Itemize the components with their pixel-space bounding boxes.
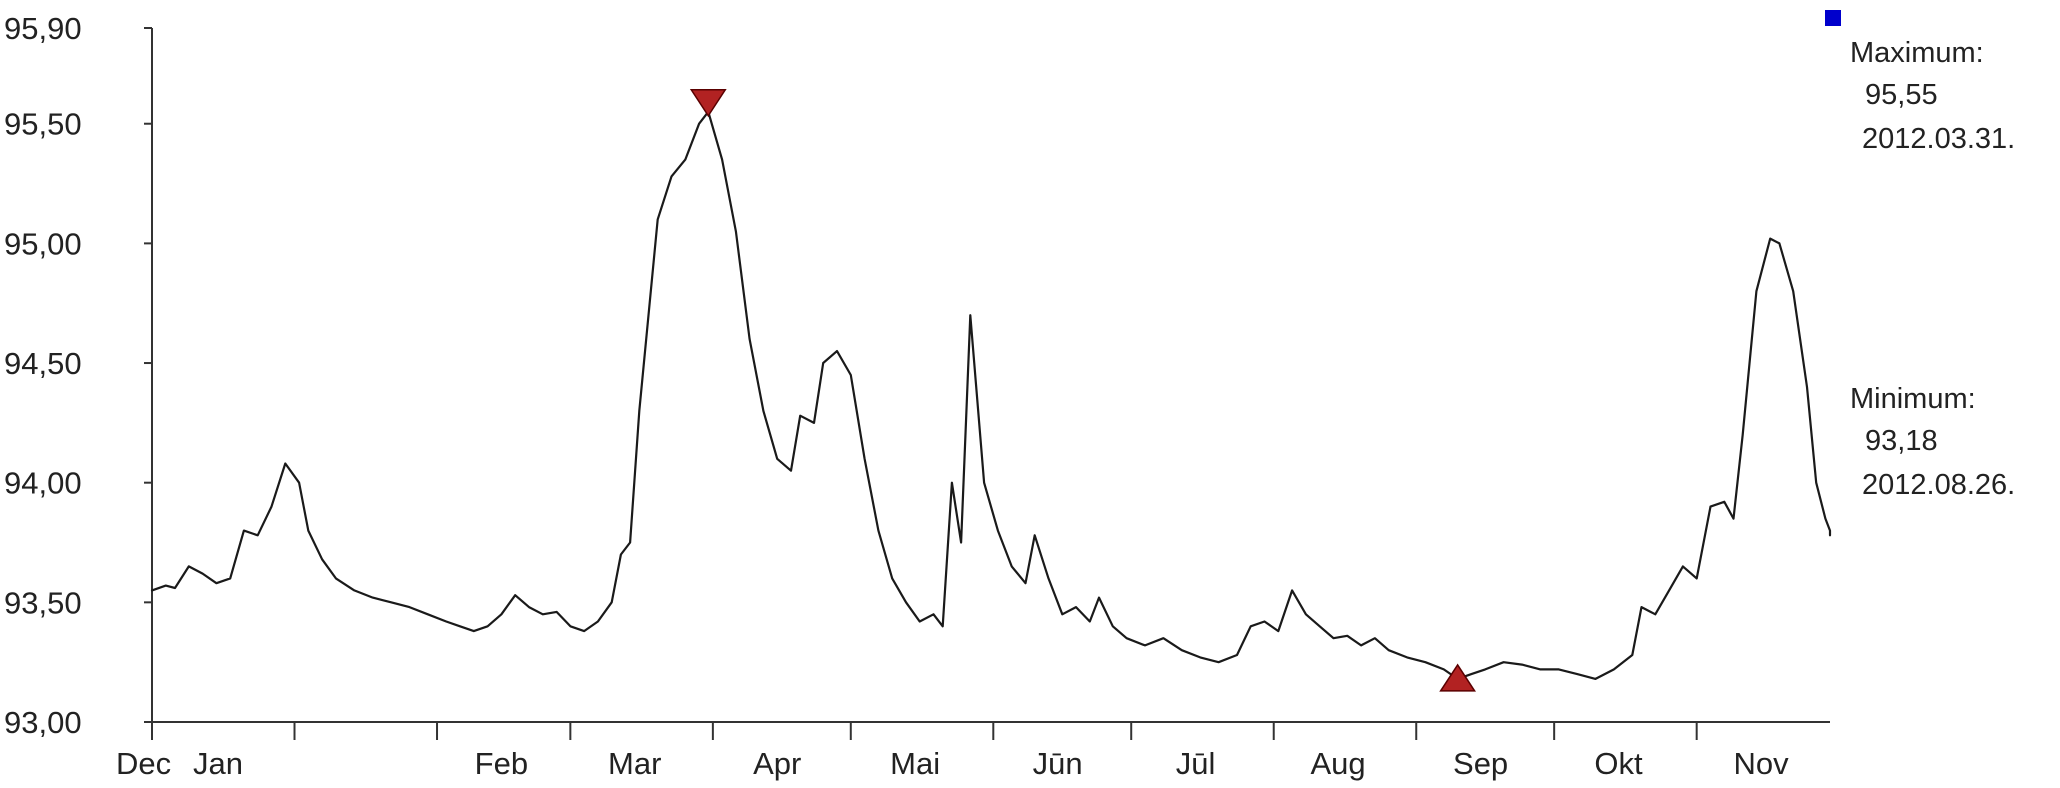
y-tick-label: 94,00 (4, 466, 82, 501)
x-tick-label: Jūn (1033, 746, 1083, 781)
y-tick-label: 95,50 (4, 107, 82, 142)
x-tick-label: Feb (475, 746, 528, 781)
legend-minimum-value: 93,18 (1865, 425, 1938, 457)
minimum-marker (1439, 663, 1477, 692)
legend-maximum-value: 95,55 (1865, 79, 1938, 111)
maximum-marker (689, 89, 727, 118)
legend: Maximum: 95,55 2012.03.31. Minimum: 93,1… (1825, 10, 2015, 501)
x-tick-label: Sep (1453, 746, 1508, 781)
x-axis: Dec Jan Feb Mar Apr Mai Jūn Jūl Aug Sep Okt Nov (116, 721, 1830, 781)
y-tick-label: 93,00 (4, 705, 82, 740)
x-tick-label: Jūl (1176, 746, 1216, 781)
marker-layer (689, 89, 1477, 692)
y-tick-label: 94,50 (4, 346, 82, 381)
y-tick-label: 95,00 (4, 226, 82, 261)
y-tick-label: 93,50 (4, 585, 82, 620)
legend-maximum-label: Maximum: (1850, 37, 1984, 69)
x-tick-label: Aug (1311, 746, 1366, 781)
x-tick-label: Mai (890, 746, 940, 781)
legend-maximum-date: 2012.03.31. (1862, 123, 2015, 155)
legend-minimum-label: Minimum: (1850, 383, 1976, 415)
y-tick-label: 95,90 (4, 11, 82, 46)
series-line (150, 110, 1832, 681)
legend-swatch (1825, 10, 1841, 26)
y-axis: 95,90 95,50 95,00 94,50 94,00 93,50 93,00 (4, 11, 153, 740)
x-tick-label: Jan (193, 746, 243, 781)
x-tick-label: Apr (753, 746, 801, 781)
series-layer (150, 110, 1832, 681)
legend-minimum-date: 2012.08.26. (1862, 469, 2015, 501)
x-tick-label: Nov (1733, 746, 1789, 781)
x-tick-label: Okt (1594, 746, 1643, 781)
x-tick-label: Dec (116, 746, 171, 781)
x-tick-label: Mar (608, 746, 661, 781)
